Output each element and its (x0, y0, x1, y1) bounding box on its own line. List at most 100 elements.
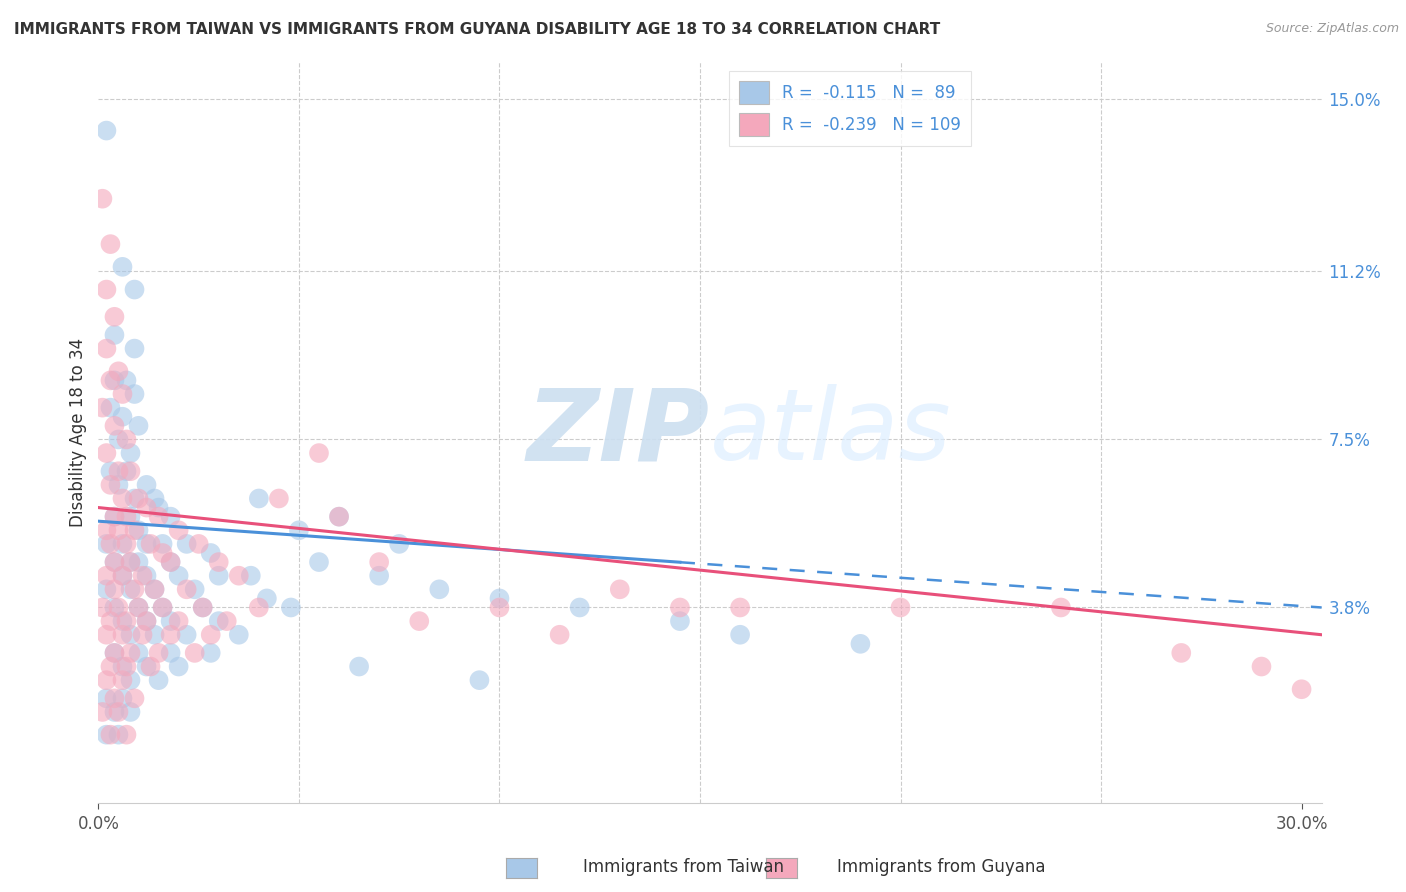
Point (131, 628, 153, 642)
Point (111, 568, 134, 582)
Point (91, 401, 114, 415)
Point (100, 537, 122, 551)
Point (111, 691, 134, 706)
Point (100, 614, 122, 628)
Point (247, 491, 270, 506)
Point (152, 546, 174, 560)
Point (103, 310, 125, 324)
Point (107, 705, 129, 719)
Point (124, 387, 146, 401)
Point (111, 387, 134, 401)
Point (148, 673, 170, 688)
Text: atlas: atlas (710, 384, 952, 481)
Point (120, 582, 142, 597)
Point (111, 673, 134, 688)
Point (135, 478, 157, 492)
Point (176, 628, 198, 642)
Point (849, 637, 872, 651)
Point (115, 728, 138, 742)
Point (120, 509, 142, 524)
Point (103, 328, 125, 343)
Point (148, 500, 170, 515)
Point (176, 582, 198, 597)
Text: ZIP: ZIP (527, 384, 710, 481)
Point (115, 433, 138, 447)
Point (368, 555, 391, 569)
Point (128, 600, 150, 615)
Point (328, 509, 350, 524)
Text: Immigrants from Guyana: Immigrants from Guyana (837, 858, 1045, 876)
Point (111, 409, 134, 424)
Point (159, 614, 181, 628)
Legend: R =  -0.115   N =  89, R =  -0.239   N = 109: R = -0.115 N = 89, R = -0.239 N = 109 (728, 70, 970, 146)
Point (107, 600, 129, 615)
Point (96, 537, 118, 551)
Point (103, 600, 125, 615)
Point (135, 537, 157, 551)
Point (111, 628, 134, 642)
Point (200, 546, 222, 560)
Point (1291, 682, 1313, 697)
Point (1250, 659, 1272, 673)
Point (128, 491, 150, 506)
Point (100, 659, 122, 673)
Point (1050, 600, 1073, 615)
Point (468, 673, 491, 688)
Text: Source: ZipAtlas.com: Source: ZipAtlas.com (1265, 22, 1399, 36)
Point (131, 568, 153, 582)
Point (120, 705, 142, 719)
Point (159, 509, 181, 524)
Point (488, 591, 510, 606)
Point (103, 646, 125, 660)
Point (728, 600, 751, 615)
Point (96, 728, 118, 742)
Point (159, 646, 181, 660)
Point (167, 659, 190, 673)
Point (228, 568, 250, 582)
Point (152, 600, 174, 615)
Point (280, 600, 302, 615)
Point (96, 628, 118, 642)
Point (103, 373, 125, 387)
Point (183, 646, 205, 660)
Point (1170, 646, 1192, 660)
Point (100, 478, 122, 492)
Point (124, 582, 146, 597)
Point (96, 582, 118, 597)
Point (167, 614, 190, 628)
Point (347, 659, 370, 673)
Point (143, 582, 166, 597)
Point (128, 555, 150, 569)
Point (115, 373, 138, 387)
Point (167, 523, 190, 537)
Point (159, 628, 181, 642)
Point (128, 418, 150, 433)
Point (120, 673, 142, 688)
Point (111, 491, 134, 506)
Point (100, 373, 122, 387)
Point (200, 646, 222, 660)
Point (135, 614, 157, 628)
Point (728, 628, 751, 642)
Point (143, 582, 166, 597)
Point (159, 555, 181, 569)
Point (208, 568, 231, 582)
Point (143, 491, 166, 506)
Point (328, 509, 350, 524)
Point (120, 555, 142, 569)
Point (107, 364, 129, 378)
Point (100, 464, 122, 478)
Point (408, 614, 430, 628)
Point (103, 418, 125, 433)
Point (111, 260, 134, 274)
Point (103, 509, 125, 524)
Point (124, 691, 146, 706)
Point (187, 537, 209, 551)
Point (103, 646, 125, 660)
Point (368, 568, 391, 582)
Point (128, 646, 150, 660)
Point (239, 568, 262, 582)
Point (96, 123, 118, 137)
Point (96, 673, 118, 688)
Point (103, 555, 125, 569)
